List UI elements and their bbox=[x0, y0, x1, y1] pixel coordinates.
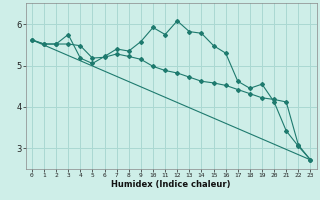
X-axis label: Humidex (Indice chaleur): Humidex (Indice chaleur) bbox=[111, 180, 231, 189]
